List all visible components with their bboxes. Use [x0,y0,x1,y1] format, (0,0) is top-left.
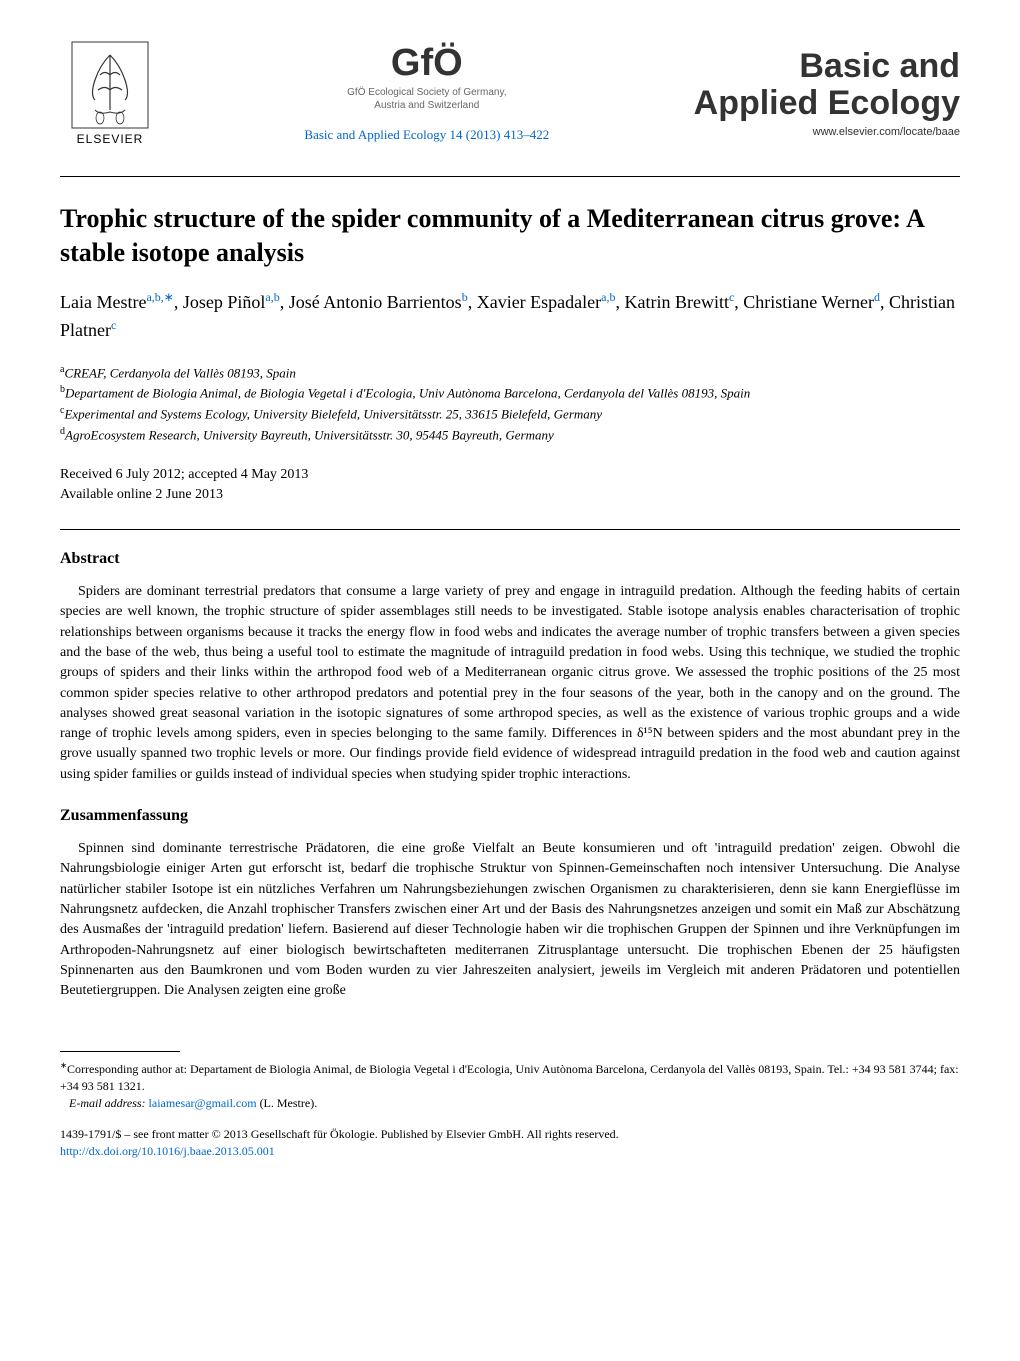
email-footnote: E-mail address: laiamesar@gmail.com (L. … [60,1095,960,1112]
copyright-line: 1439-1791/$ – see front matter © 2013 Ge… [60,1126,960,1143]
available-date: Available online 2 June 2013 [60,485,960,505]
elsevier-label: ELSEVIER [77,132,144,146]
email-link[interactable]: laiamesar@gmail.com [149,1096,257,1110]
corresponding-text: Corresponding author at: Departament de … [60,1062,959,1093]
article-title: Trophic structure of the spider communit… [60,202,960,270]
elsevier-logo: ELSEVIER [60,40,160,146]
journal-title-block: Basic and Applied Ecology www.elsevier.c… [694,48,960,139]
journal-title-line1: Basic and [694,48,960,85]
abstract-heading: Abstract [60,550,960,568]
abstract-divider [60,529,960,530]
author-2-affil: b [462,290,468,304]
author-0-affil: a,b,∗ [146,290,173,304]
author-6-affil: c [111,318,116,332]
header-divider [60,176,960,177]
author-1: Josep Piñol [183,292,266,312]
author-4-affil: c [729,290,734,304]
journal-reference[interactable]: Basic and Applied Ecology 14 (2013) 413–… [304,127,549,143]
author-3-affil: a,b [601,290,615,304]
affiliation-d: dAgroEcosystem Research, University Bayr… [60,424,960,445]
received-date: Received 6 July 2012; accepted 4 May 201… [60,465,960,485]
zusammenfassung-text: Spinnen sind dominante terrestrische Prä… [60,839,960,1001]
affiliation-c: cExperimental and Systems Ecology, Unive… [60,403,960,424]
copyright-block: 1439-1791/$ – see front matter © 2013 Ge… [60,1126,960,1160]
email-person: (L. Mestre). [260,1096,318,1110]
author-5: Christiane Werner [743,292,874,312]
corresponding-footnote: ∗Corresponding author at: Departament de… [60,1060,960,1095]
gfo-subtitle: GfÖ Ecological Society of Germany, Austr… [347,86,506,112]
email-label: E-mail address: [69,1096,146,1110]
abstract-text: Spiders are dominant terrestrial predato… [60,582,960,785]
author-1-affil: a,b [265,290,279,304]
article-dates: Received 6 July 2012; accepted 4 May 201… [60,465,960,504]
author-2: José Antonio Barrientos [289,292,462,312]
center-header: GfÖ GfÖ Ecological Society of Germany, A… [160,44,694,143]
authors-list: Laia Mestrea,b,∗, Josep Piñola,b, José A… [60,288,960,344]
doi-link[interactable]: http://dx.doi.org/10.1016/j.baae.2013.05… [60,1144,275,1158]
author-3: Xavier Espadaler [477,292,601,312]
zusammenfassung-heading: Zusammenfassung [60,807,960,825]
affiliations-list: aCREAF, Cerdanyola del Vallès 08193, Spa… [60,362,960,445]
affiliation-a: aCREAF, Cerdanyola del Vallès 08193, Spa… [60,362,960,383]
gfo-subtitle-line2: Austria and Switzerland [374,100,479,111]
journal-url[interactable]: www.elsevier.com/locate/baae [694,126,960,138]
footnote-divider [60,1051,180,1052]
author-0: Laia Mestre [60,292,146,312]
gfo-logo: GfÖ [391,44,463,82]
journal-title-line2: Applied Ecology [694,85,960,122]
gfo-subtitle-line1: GfÖ Ecological Society of Germany, [347,87,506,98]
author-5-affil: d [874,290,880,304]
elsevier-tree-icon [70,40,150,130]
affiliation-b: bDepartament de Biologia Animal, de Biol… [60,382,960,403]
journal-header: ELSEVIER GfÖ GfÖ Ecological Society of G… [60,40,960,146]
author-4: Katrin Brewitt [624,292,728,312]
